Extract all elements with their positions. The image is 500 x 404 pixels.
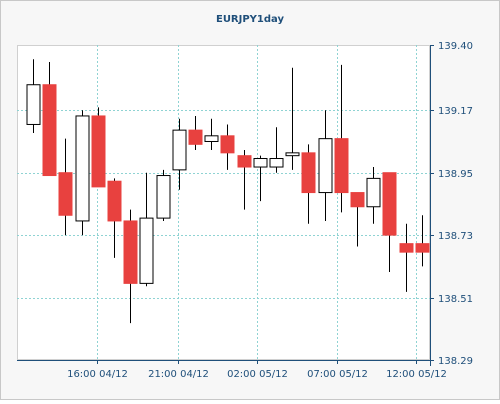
y-tick-label: 138.73 — [438, 231, 473, 242]
candle-body-up — [156, 175, 171, 219]
grid-layer — [17, 45, 430, 360]
y-tick-label: 139.40 — [438, 41, 473, 52]
x-tick-label: 12:00 05/12 — [386, 369, 447, 380]
candle-body-up — [172, 129, 187, 171]
candle-body-up — [204, 135, 219, 142]
y-tick-label: 139.17 — [438, 106, 473, 117]
y-tick-label: 138.95 — [438, 169, 473, 180]
candle-body-down — [237, 155, 252, 168]
candle-body-up — [285, 152, 300, 157]
y-tick-label: 138.29 — [438, 356, 473, 367]
candle-body-down — [301, 152, 316, 194]
y-tick-label: 138.51 — [438, 294, 473, 305]
candle-body-down — [220, 135, 235, 154]
candle-body-down — [415, 243, 430, 253]
x-tick-label: 07:00 05/12 — [307, 369, 368, 380]
candle-body-up — [139, 217, 154, 284]
x-tick-label: 16:00 04/12 — [67, 369, 128, 380]
candle-body-down — [350, 192, 365, 208]
candle-body-up — [253, 158, 268, 168]
candle-body-up — [269, 158, 284, 168]
candle-body-down — [382, 172, 397, 236]
chart-title: EURJPY1day — [216, 14, 284, 25]
candle-body-down — [399, 243, 414, 253]
x-tick-label: 21:00 04/12 — [148, 369, 209, 380]
candle-body-up — [318, 138, 333, 194]
candle-body-up — [26, 84, 41, 125]
candle-body-up — [75, 115, 90, 222]
candle-body-up — [366, 177, 381, 208]
x-tick-label: 02:00 05/12 — [227, 369, 288, 380]
candle-body-down — [188, 129, 203, 145]
candle-body-down — [58, 172, 73, 216]
candle-body-down — [107, 180, 122, 222]
candle-layer — [26, 59, 430, 324]
candle-body-down — [334, 138, 349, 194]
candle-body-down — [42, 84, 57, 177]
axis-layer: 139.40 139.17 138.95 138.73 138.51 138.29 16:0… — [17, 41, 473, 380]
candle-body-down — [91, 115, 106, 188]
candle-body-down — [123, 220, 138, 284]
